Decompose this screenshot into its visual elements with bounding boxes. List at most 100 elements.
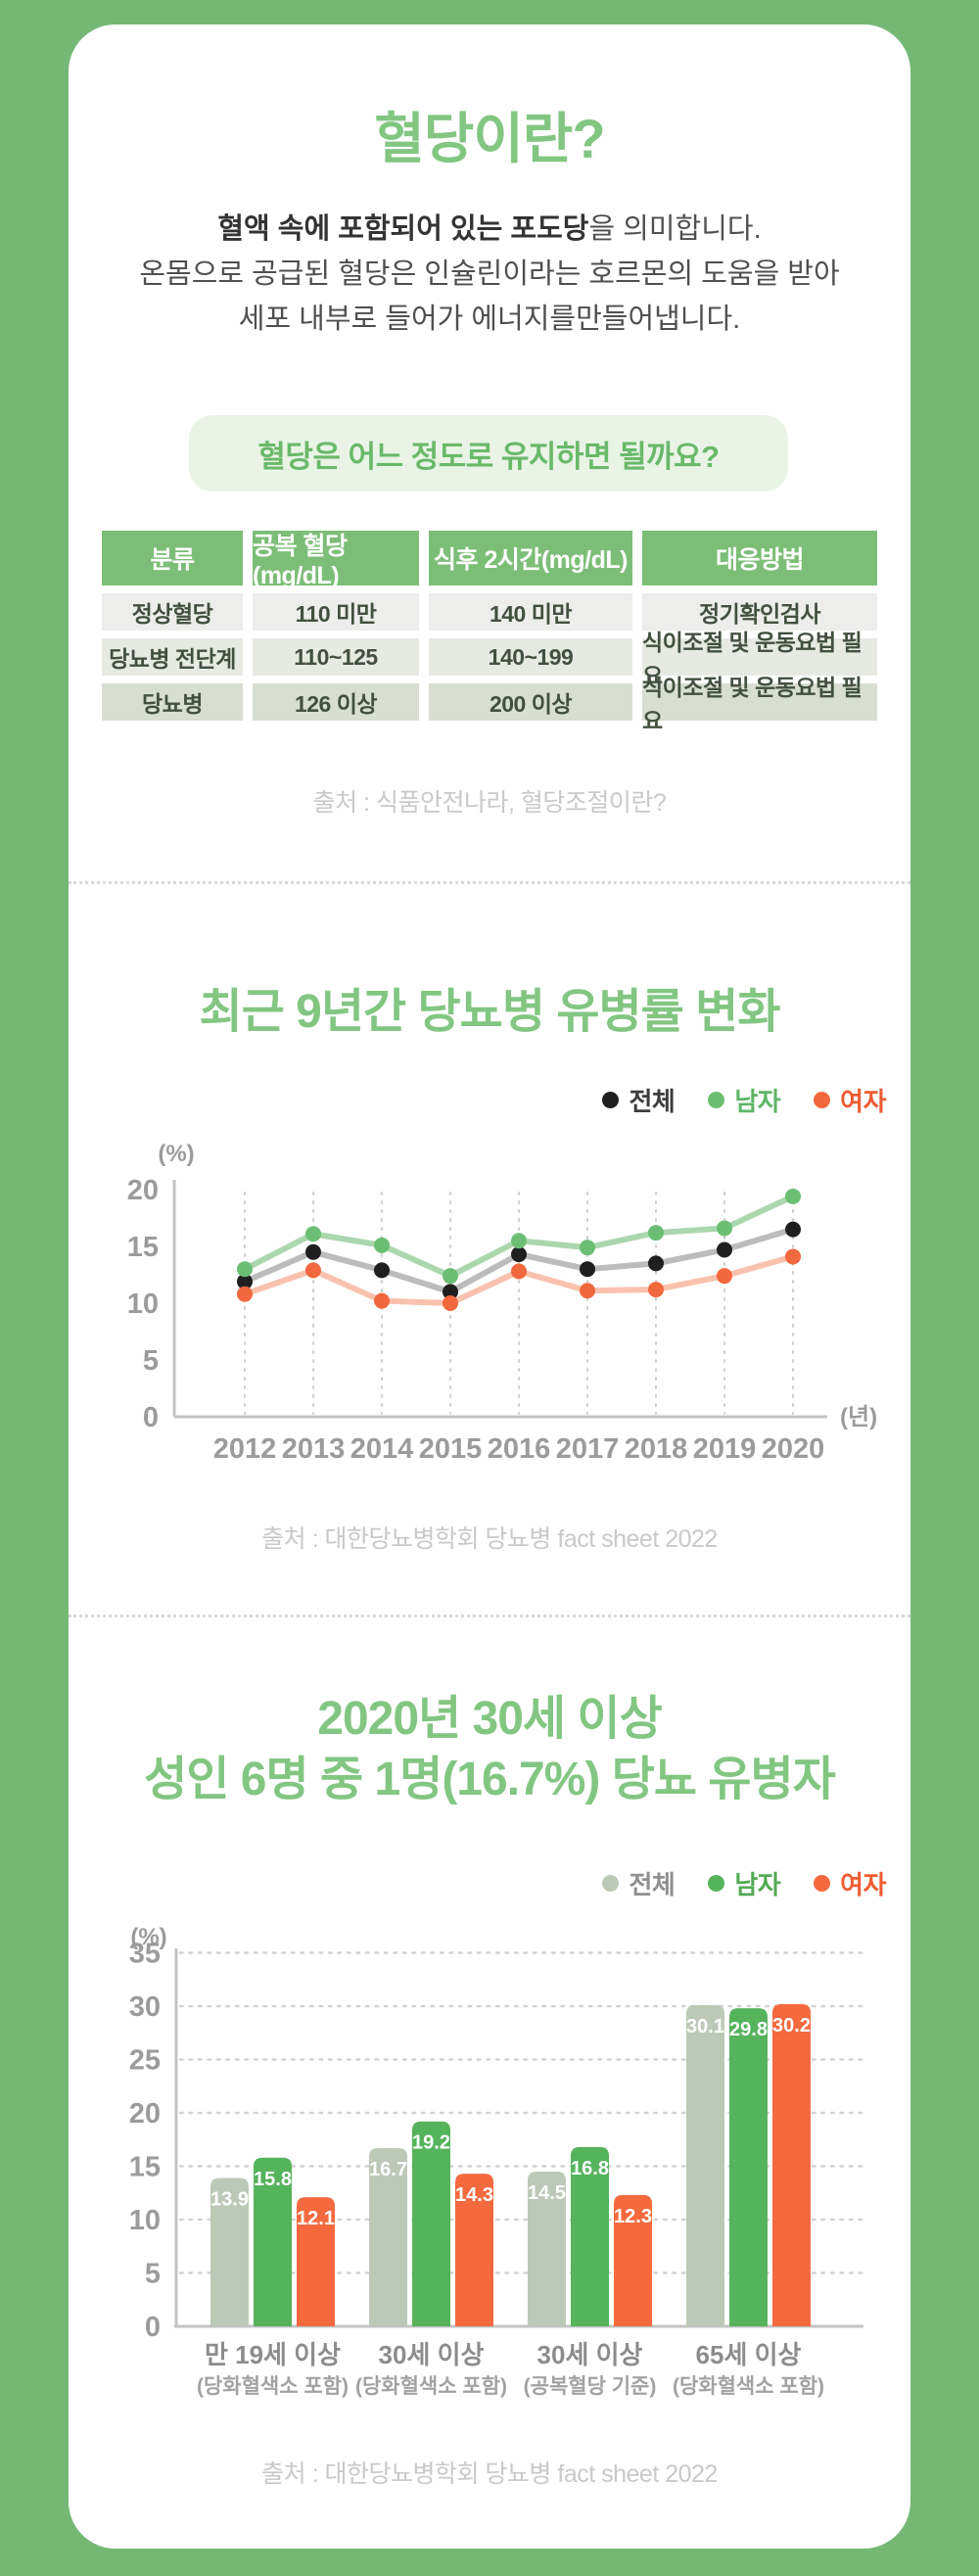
prevalence-chart-source: 출처 : 대한당뇨병학회 당뇨병 fact sheet 2022 xyxy=(261,2460,718,2488)
bar-여자 xyxy=(772,2003,811,2326)
intro-line-2: 온몸으로 공급된 혈당은 인슐린이라는 호르몬의 도움을 받아 xyxy=(139,258,840,290)
data-point-남자 xyxy=(580,1240,595,1256)
table-source: 출처 : 식품안전나라, 혈당조절이란? xyxy=(312,789,667,817)
legend-item: 전체 xyxy=(602,1082,676,1118)
x-tick-label: 2017 xyxy=(556,1433,620,1465)
y-tick-label: 0 xyxy=(145,2312,161,2343)
legend-label: 전체 xyxy=(629,1087,676,1116)
page-title: 혈당이란? xyxy=(374,108,605,169)
bar-남자 xyxy=(412,2121,450,2326)
trend-chart-source: 출처 : 대한당뇨병학회 당뇨병 fact sheet 2022 xyxy=(261,1525,718,1553)
table-cell: 200 이상 xyxy=(429,683,632,721)
bar-value-label: 19.2 xyxy=(412,2132,450,2154)
x-axis-unit-label: (년) xyxy=(840,1404,877,1430)
table-header-cell: 공복 혈당(mg/dL) xyxy=(253,531,419,589)
bar-value-label: 14.3 xyxy=(455,2184,493,2206)
y-tick-label: 20 xyxy=(127,1175,159,1206)
y-axis-unit-label: (%) xyxy=(130,1924,166,1950)
table-cell: 140 미만 xyxy=(429,593,632,631)
y-tick-label: 15 xyxy=(129,2152,161,2183)
x-tick-label: 2019 xyxy=(693,1433,757,1465)
y-tick-label: 30 xyxy=(129,1991,161,2023)
prevalence-title-line-2: 성인 6명 중 1명(16.7%) 당뇨 유병자 xyxy=(144,1754,836,1805)
data-point-전체 xyxy=(443,1284,458,1300)
legend-dot-icon xyxy=(708,1875,725,1892)
x-tick-label: 2013 xyxy=(282,1433,346,1465)
bar-value-label: 13.9 xyxy=(210,2188,249,2210)
trend-chart-title: 최근 9년간 당뇨병 유병률 변화 xyxy=(199,986,781,1038)
bar-value-label: 16.7 xyxy=(369,2159,407,2180)
table-cell: 140~199 xyxy=(429,638,632,676)
y-tick-label: 0 xyxy=(143,1402,159,1433)
prevalence-bar-chart: 0 5 10 15 20 25 30 35(%) 만 19세 이상 (당화혈색소 포함) 30세 이… xyxy=(129,1924,865,2398)
legend-item: 여자 xyxy=(814,1082,886,1118)
table-cell: 식이조절 및 운동요법 필요 xyxy=(642,675,877,733)
table-header-cell: 대응방법 xyxy=(642,531,877,585)
bar-value-label: 12.1 xyxy=(297,2208,335,2229)
legend-dot-icon xyxy=(602,1875,620,1892)
data-point-여자 xyxy=(717,1268,732,1285)
data-point-남자 xyxy=(648,1225,664,1241)
legend-label: 전체 xyxy=(629,1870,676,1899)
bar-여자 xyxy=(614,2194,652,2326)
bar-여자 xyxy=(297,2197,335,2326)
category-sub-label: (공복혈당 기준) xyxy=(524,2375,657,2398)
bar-value-label: 12.3 xyxy=(614,2206,652,2227)
bar-value-label: 30.1 xyxy=(686,2016,724,2037)
intro-line-1: 혈액 속에 포함되어 있는 포도당을 의미합니다. xyxy=(69,207,910,252)
legend-item: 남자 xyxy=(708,1082,781,1118)
data-point-여자 xyxy=(443,1295,458,1311)
table-header-cell: 분류 xyxy=(102,531,243,585)
y-tick-label: 10 xyxy=(129,2205,161,2236)
category-label: 65세 이상 xyxy=(696,2340,802,2369)
intro-paragraph: 혈액 속에 포함되어 있는 포도당을 의미합니다. 온몸으로 공급된 혈당은 인… xyxy=(69,207,910,342)
x-tick-label: 2014 xyxy=(350,1433,414,1465)
data-point-전체 xyxy=(717,1241,732,1258)
y-axis-unit-label: (%) xyxy=(158,1141,194,1167)
table-cell: 정상혈당 xyxy=(102,593,243,631)
legend-item: 남자 xyxy=(708,1865,781,1901)
data-point-여자 xyxy=(305,1262,321,1279)
data-point-남자 xyxy=(511,1233,527,1249)
table-header-cell: 식후 2시간(mg/dL) xyxy=(429,531,632,585)
table-cell: 당뇨병 xyxy=(102,683,243,721)
prevalence-chart-legend: 전체 남자 여자 xyxy=(421,1865,886,1901)
bar-value-label: 16.8 xyxy=(571,2158,609,2179)
data-point-여자 xyxy=(374,1292,390,1309)
legend-item: 전체 xyxy=(602,1865,676,1901)
table-cell: 110 미만 xyxy=(253,593,419,631)
bar-전체 xyxy=(210,2178,249,2326)
legend-dot-icon xyxy=(814,1092,831,1108)
table-cell: 정기확인검사 xyxy=(642,593,877,631)
bar-남자 xyxy=(254,2157,292,2326)
data-point-남자 xyxy=(717,1220,732,1237)
intro-line-1-bold: 혈액 속에 포함되어 있는 포도당 xyxy=(217,213,589,245)
x-tick-label: 2020 xyxy=(762,1433,825,1465)
data-point-전체 xyxy=(305,1243,321,1260)
table-cell: 110~125 xyxy=(253,638,419,676)
category-label: 만 19세 이상 xyxy=(205,2340,341,2369)
content-card: 혈당이란? 혈액 속에 포함되어 있는 포도당을 의미합니다. 온몸으로 공급된… xyxy=(69,24,910,2549)
y-tick-label: 35 xyxy=(129,1939,161,1970)
bar-여자 xyxy=(455,2174,493,2326)
category-sub-label: (당화혈색소 포함) xyxy=(197,2375,349,2398)
trend-chart-legend: 전체 남자 여자 xyxy=(421,1082,886,1118)
y-tick-label: 25 xyxy=(129,2045,161,2077)
legend-item: 여자 xyxy=(814,1865,886,1901)
legend-dot-icon xyxy=(602,1092,620,1108)
bar-전체 xyxy=(528,2171,566,2326)
x-tick-label: 2016 xyxy=(488,1433,551,1465)
category-label: 30세 이상 xyxy=(537,2340,643,2369)
data-point-여자 xyxy=(580,1283,595,1299)
table-cell: 당뇨병 전단계 xyxy=(102,638,243,676)
bar-value-label: 14.5 xyxy=(528,2182,566,2204)
category-sub-label: (당화혈색소 포함) xyxy=(355,2375,507,2398)
y-tick-label: 5 xyxy=(145,2259,161,2290)
data-point-전체 xyxy=(580,1261,595,1278)
data-point-전체 xyxy=(648,1255,664,1272)
data-point-여자 xyxy=(237,1286,253,1302)
legend-label: 여자 xyxy=(840,1087,886,1116)
table-cell: 126 이상 xyxy=(253,683,419,721)
